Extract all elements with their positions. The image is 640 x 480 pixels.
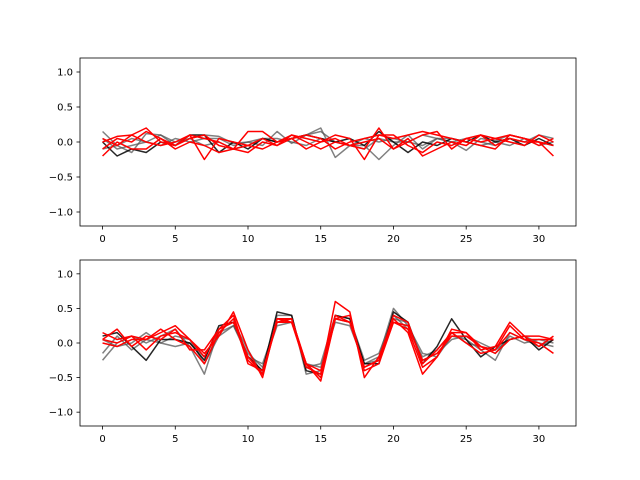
x-tick-label: 5 [172, 434, 178, 445]
x-tick-label: 20 [387, 434, 400, 445]
subplot-bottom: 0 5 10 15 20 25 30 −1.0 −0.5 0.0 0.5 1.0 [49, 259, 577, 445]
y-tick-label: 0.0 [57, 339, 73, 350]
series-line-6 [102, 314, 554, 379]
series-line-6 [102, 127, 554, 157]
series-line-5 [102, 130, 554, 161]
x-tick-label: 25 [460, 434, 473, 445]
x-tick-label: 10 [242, 234, 255, 245]
x-tick-label: 0 [99, 234, 105, 245]
x-tick-label: 30 [533, 434, 546, 445]
y-tick-label: −0.5 [49, 373, 73, 384]
x-tick-label: 5 [172, 234, 178, 245]
x-tick-label: 0 [99, 434, 105, 445]
y-tick-label: 1.0 [57, 269, 73, 280]
y-tick-label: −1.0 [49, 408, 73, 419]
x-tick-label: 15 [314, 234, 327, 245]
series-group [102, 127, 554, 161]
series-line-7 [102, 130, 554, 161]
y-tick-label: −1.0 [49, 208, 73, 219]
series-line-5 [102, 300, 554, 379]
y-tick-label: 0.5 [57, 304, 73, 315]
series-line-7 [102, 314, 554, 375]
x-tick-label: 25 [460, 234, 473, 245]
x-tick-label: 30 [533, 234, 546, 245]
y-tick-label: 0.5 [57, 103, 73, 114]
series-group [101, 300, 554, 382]
y-tick-label: 0.0 [57, 138, 73, 149]
x-tick-label: 10 [242, 434, 255, 445]
y-tick-label: −0.5 [49, 173, 73, 184]
subplot-top: 0 5 10 15 20 25 30 −1.0 −0.5 0.0 0.5 1.0 [49, 57, 577, 245]
x-tick-label: 15 [314, 434, 327, 445]
y-tick-label: 1.0 [57, 68, 73, 79]
x-tick-label: 20 [387, 234, 400, 245]
